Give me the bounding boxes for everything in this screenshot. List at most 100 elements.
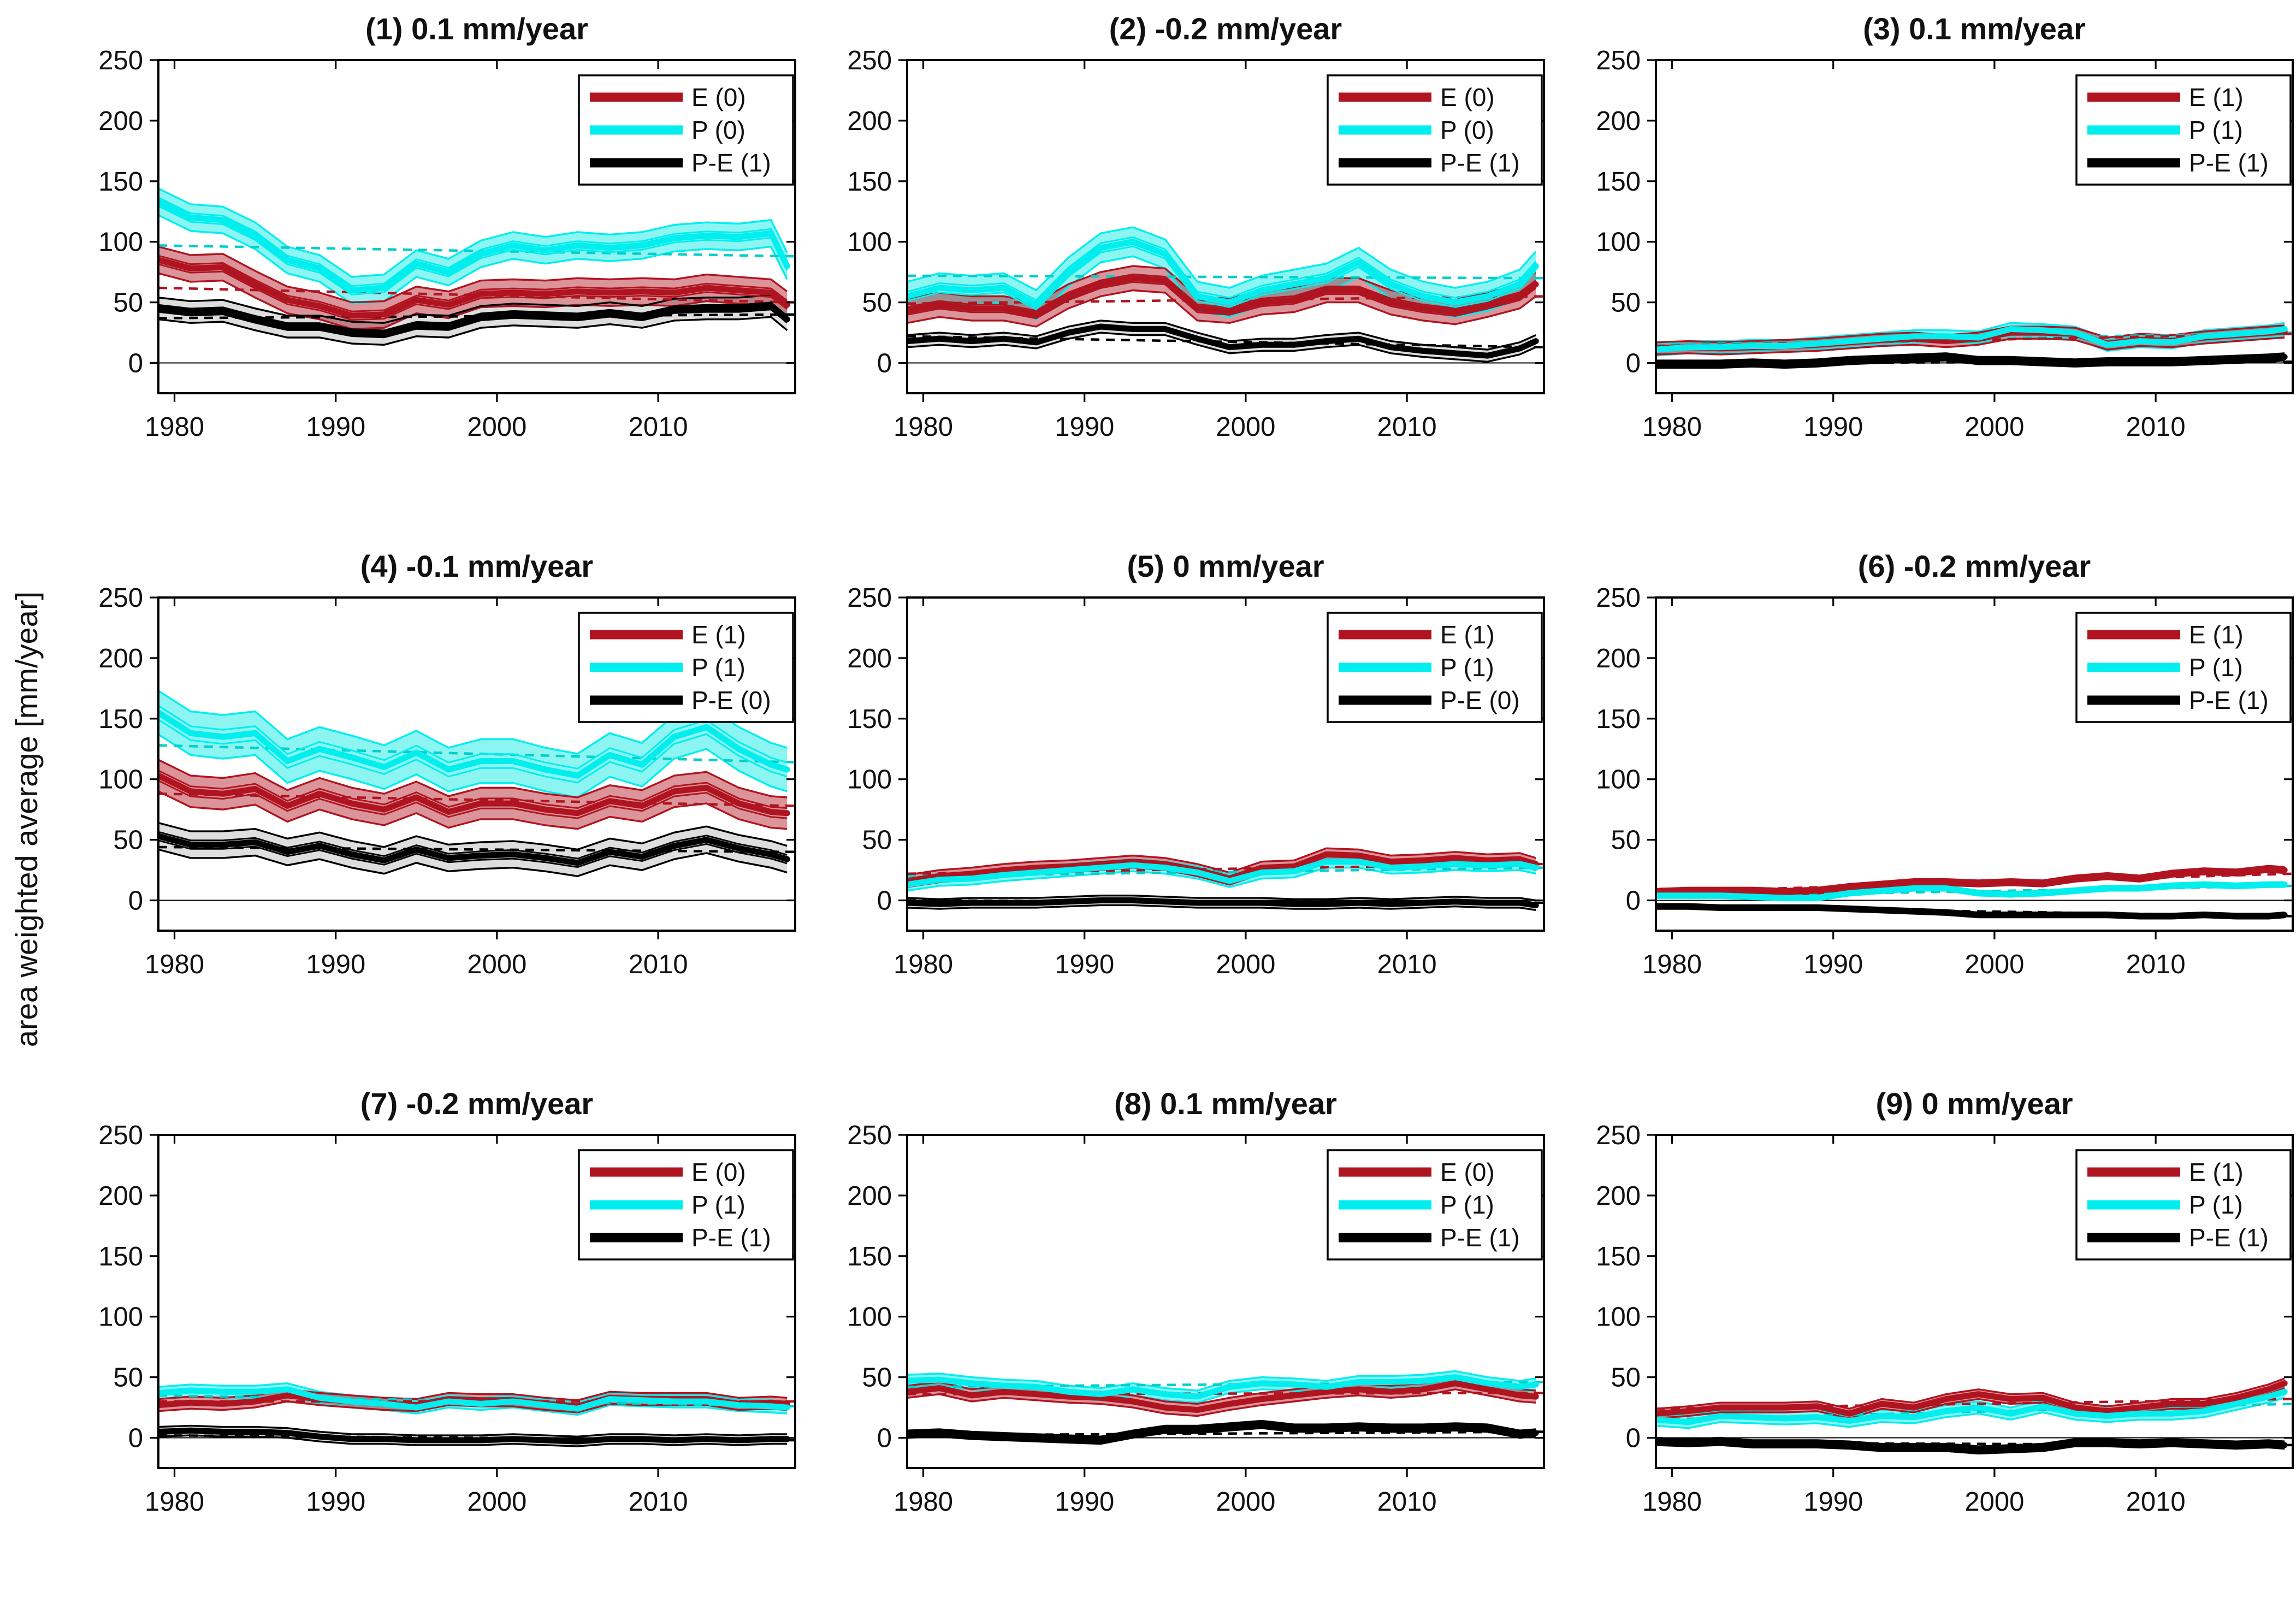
x-tick-label: 1990 [1055,412,1114,442]
panel-8-legend: E (0) P (1) P-E (1) [1327,1149,1543,1261]
x-tick-label: 1990 [1803,1487,1863,1517]
y-tick-label: 150 [847,705,892,734]
panel-5-PE-center-line [907,897,1539,908]
y-tick-label: 250 [98,46,143,75]
legend-label-P: P (1) [1440,1191,1494,1219]
legend-label-E: E (0) [691,1158,746,1186]
panel-6: 1980 1990 2000 2010 0 50 100 150 200 250 (6) -0.2 … [1596,549,2294,979]
panel-title-6: (6) -0.2 mm/year [1858,549,2091,583]
legend-label-PE: P-E (1) [2189,149,2269,177]
y-tick-label: 0 [1626,349,1641,378]
panel-2-P-center-line [907,239,1539,308]
panel-1-P-inner-upper [158,197,788,287]
panel-1-P-center-line [158,199,790,293]
panel-1-E-band [158,246,788,329]
y-tick-label: 150 [98,1242,143,1271]
panel-5-axes-box [906,596,1545,932]
panel-4: 1980 1990 2000 2010 0 50 100 150 200 250 (4) -0.1 … [98,549,796,979]
panel-8-PE-envelope-upper [907,1419,1536,1438]
panel-7-PE-envelope-upper [158,1424,788,1438]
panel-8-plot-area [907,1370,1544,1445]
legend-label-P: P (1) [2189,1191,2243,1219]
panel-3-E-envelope-upper [1656,324,2285,344]
x-tick-label: 1990 [306,412,365,442]
panel-4-PE-envelope-upper [158,821,788,851]
panel-cell-7: 1980 1990 2000 2010 0 50 100 150 200 250 (7) -0.2 … [49,1075,798,1612]
y-axis-label: area weighted average [mm/year] [9,591,44,1048]
legend-label-PE: P-E (1) [691,149,771,177]
panel-1-E-inner-lower [158,263,788,321]
x-tick-label: 1990 [1055,1487,1114,1517]
panel-7-P-center-line [158,1386,790,1412]
legend-label-P: P (0) [691,116,745,144]
panel-9-PE-center-line [1656,1438,2288,1453]
y-tick-label: 100 [98,228,143,257]
legend-label-E: E (1) [691,620,746,649]
legend-label-P: P (1) [1440,653,1494,682]
x-tick-label: 2000 [1964,412,2024,442]
x-tick-label: 2010 [2126,1487,2186,1517]
panel-8-E-envelope-lower [907,1388,1536,1417]
panel-3-PE-center-line [1656,354,2288,368]
y-tick-label: 200 [847,1181,892,1211]
panel-2-PE-envelope-lower [907,332,1536,363]
panel-1-PE-envelope-lower [158,316,788,346]
panel-8-E-band [907,1377,1536,1416]
panel-4-E-inner-upper [158,770,788,809]
panel-cell-4: 1980 1990 2000 2010 0 50 100 150 200 250 (4) -0.1 … [49,537,798,1075]
y-tick-label: 50 [113,288,143,318]
panel-6-axes-box [1655,596,2294,932]
x-tick-label: 1980 [893,1487,953,1517]
x-tick-label: 2000 [1216,950,1275,979]
y-tick-label: 0 [1626,886,1641,916]
panel-title-3: (3) 0.1 mm/year [1863,11,2086,46]
panel-cell-2: 1980 1990 2000 2010 0 50 100 150 200 250 (2) -0.2 … [798,0,1547,537]
panel-title-1: (1) 0.1 mm/year [365,11,588,46]
panel-8: 1980 1990 2000 2010 0 50 100 150 200 250 (8) 0.1 m… [847,1086,1545,1517]
y-tick-label: 50 [862,1363,892,1393]
x-tick-label: 1990 [306,950,365,979]
y-tick-label: 250 [847,46,892,75]
legend-label-E: E (1) [1440,620,1495,649]
panel-1-PE-inner-upper [158,301,788,332]
y-tick-label: 100 [847,765,892,795]
legend-label-PE: P-E (0) [691,686,771,714]
y-tick-label: 150 [1596,1242,1641,1271]
panel-5-P-center-line [907,859,1539,888]
legend-label-P: P (0) [1440,116,1494,144]
x-tick-label: 2000 [1216,412,1275,442]
y-tick-label: 100 [1596,765,1641,795]
panel-7-PE-center-line [158,1427,790,1445]
y-tick-label: 150 [847,1242,892,1271]
y-tick-label: 150 [98,705,143,734]
y-tick-label: 200 [98,107,143,136]
panel-1-E-inner-upper [158,255,788,312]
panel-6-E-center-line [1656,866,2288,895]
panel-2-E-center-line [907,275,1539,318]
legend-label-P: P (1) [691,1191,745,1219]
x-tick-label: 1980 [1642,950,1702,979]
y-tick-label: 0 [1626,1424,1641,1453]
panel-title-8: (8) 0.1 mm/year [1114,1086,1337,1121]
panel-5-plot-area [907,847,1544,911]
panel-9: 1980 1990 2000 2010 0 50 100 150 200 250 (9) 0 mm/… [1596,1086,2294,1517]
y-tick-label: 50 [862,826,892,855]
x-tick-label: 2010 [2126,412,2186,442]
y-tick-label: 100 [98,765,143,795]
panel-2-axes-box [906,59,1545,394]
panel-1-P-envelope-upper [158,187,788,278]
x-tick-label: 1990 [306,1487,365,1517]
panel-9-legend: E (1) P (1) P-E (1) [2075,1149,2292,1261]
panel-1-E-envelope-upper [158,245,788,304]
panel-5-PE-envelope-lower [907,904,1536,911]
y-tick-label: 0 [128,349,143,378]
y-tick-label: 250 [847,583,892,613]
panel-title-2: (2) -0.2 mm/year [1109,11,1342,46]
y-tick-label: 0 [128,1424,143,1453]
panel-cell-8: 1980 1990 2000 2010 0 50 100 150 200 250 (8) 0.1 m… [798,1075,1547,1612]
panel-3-plot-area [1656,322,2293,369]
panel-7-axes-box [157,1134,796,1469]
panel-8-P-center-line [907,1374,1539,1400]
y-tick-label: 200 [1596,644,1641,673]
panel-1-P-envelope-lower [158,214,788,305]
